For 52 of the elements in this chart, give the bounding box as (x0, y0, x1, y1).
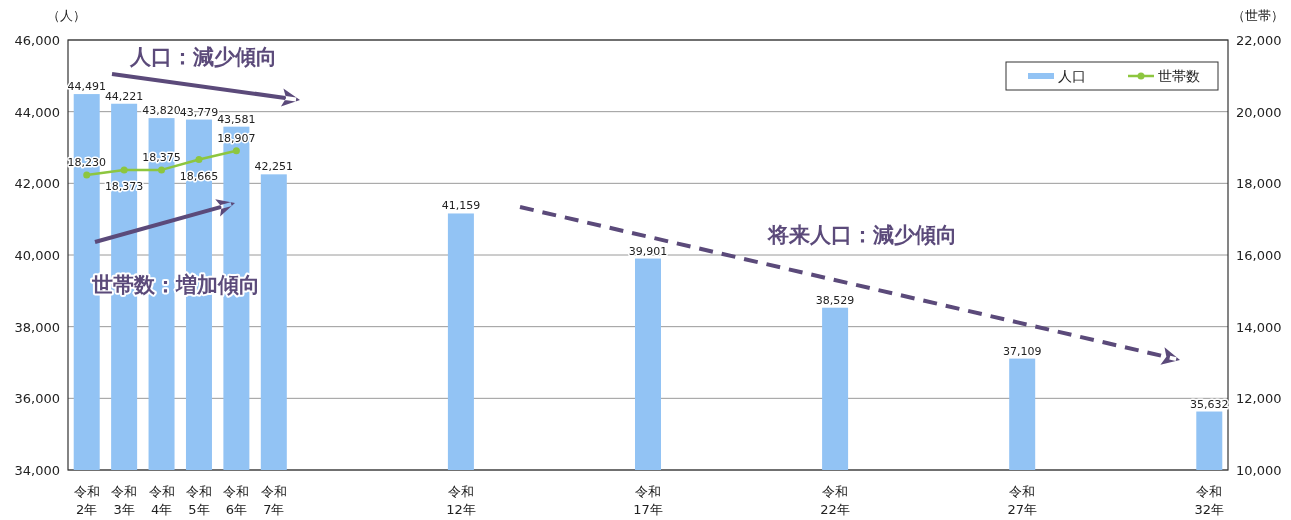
x-tick-label: 令和17年 (633, 484, 663, 517)
data-label: 18,375 (142, 150, 181, 164)
data-label: 44,221 (104, 89, 144, 103)
data-label: 18,665 (179, 169, 219, 183)
x-tick-label: 令和6年 (223, 484, 250, 517)
annotation: 人口：減少傾向 (129, 45, 277, 69)
y-tick-label: 38,000 (14, 319, 60, 335)
x-tick-label: 令和32年 (1194, 484, 1225, 517)
data-label: 39,901 (628, 244, 668, 258)
y-tick-label: 42,000 (14, 176, 60, 192)
data-label: 44,491 (67, 80, 106, 94)
point (83, 171, 91, 179)
legend-label: 世帯数 (1158, 68, 1200, 84)
data-label: 38,529 (815, 293, 855, 307)
y-tick-label: 34,000 (14, 463, 60, 478)
x-tick-label: 令和22年 (820, 484, 850, 517)
y2-tick-label: 12,000 (1236, 391, 1282, 407)
data-label: 42,251 (254, 160, 294, 174)
data-label: 37,109 (1002, 344, 1042, 358)
x-tick-label: 令和3年 (111, 484, 138, 517)
y2-tick-label: 10,000 (1236, 463, 1282, 478)
legend-label: 人口 (1058, 68, 1086, 84)
y2-tick-label: 16,000 (1236, 248, 1282, 263)
y2-tick-label: 22,000 (1236, 33, 1282, 48)
data-label: 18,907 (217, 131, 256, 145)
point (158, 166, 166, 174)
x-tick-label: 令和12年 (446, 484, 476, 517)
x-tick-label: 令和27年 (1007, 484, 1037, 517)
data-label: 41,159 (441, 199, 481, 213)
y2-tick-label: 20,000 (1236, 104, 1282, 120)
y-tick-label: 40,000 (14, 248, 60, 263)
y-tick-label: 44,000 (14, 104, 60, 120)
data-label: 43,581 (217, 112, 256, 126)
annotation: 将来人口：減少傾向 (767, 223, 957, 247)
data-label: 43,820 (142, 104, 181, 118)
x-tick-label: 令和7年 (260, 484, 287, 517)
point (232, 147, 240, 155)
data-label: 43,779 (179, 105, 219, 119)
data-label: 18,373 (104, 179, 144, 193)
x-tick-label: 令和5年 (185, 484, 212, 517)
x-tick-label: 令和4年 (148, 484, 175, 517)
data-label: 35,632 (1190, 397, 1229, 411)
point (120, 166, 128, 174)
point (195, 156, 203, 163)
x-tick-label: 令和2年 (73, 484, 100, 517)
y2-tick-label: 18,000 (1236, 176, 1282, 192)
y-axis-title: （人） (46, 8, 86, 23)
y-tick-label: 36,000 (14, 391, 60, 407)
y-tick-label: 46,000 (14, 33, 60, 48)
data-label: 18,230 (67, 156, 106, 170)
y2-axis-title: （世帯） (1232, 8, 1284, 23)
y2-tick-label: 14,000 (1236, 319, 1282, 335)
